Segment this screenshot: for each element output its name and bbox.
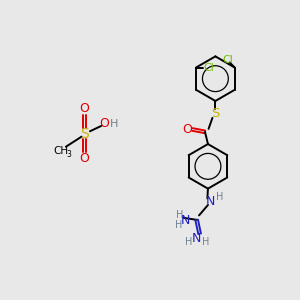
Text: O: O	[80, 152, 89, 165]
Text: O: O	[99, 117, 109, 130]
Text: 3: 3	[66, 150, 71, 159]
Text: H: H	[110, 119, 118, 129]
Text: Cl: Cl	[223, 55, 234, 65]
Text: O: O	[80, 103, 89, 116]
Text: H: H	[185, 236, 192, 247]
Text: CH: CH	[53, 146, 68, 156]
Text: H: H	[175, 220, 182, 230]
Text: O: O	[182, 123, 192, 136]
Text: S: S	[80, 127, 89, 141]
Text: H: H	[216, 192, 224, 202]
Text: S: S	[211, 107, 220, 120]
Text: N: N	[192, 232, 201, 245]
Text: N: N	[181, 214, 190, 226]
Text: H: H	[176, 210, 183, 220]
Text: N: N	[206, 195, 215, 208]
Text: Cl: Cl	[203, 62, 214, 73]
Text: H: H	[202, 237, 209, 247]
